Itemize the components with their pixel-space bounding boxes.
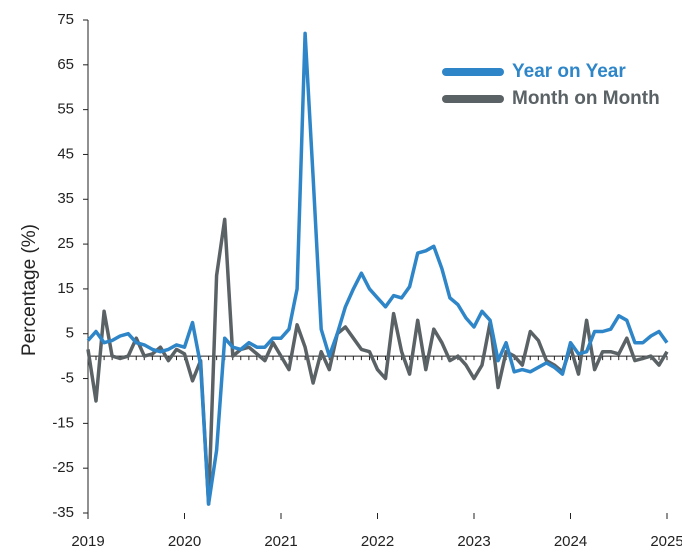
- y-tick-label: 25: [57, 235, 74, 252]
- y-tick-label: 35: [57, 190, 74, 207]
- x-tick-label: 2023: [457, 533, 490, 550]
- y-tick-label: 55: [57, 101, 74, 118]
- y-tick-label: -5: [61, 370, 74, 387]
- y-axis-label: Percentage (%): [19, 224, 40, 356]
- line-series: [86, 31, 669, 506]
- y-tick-label: -25: [52, 459, 74, 476]
- x-tick-label: 2025: [650, 533, 682, 550]
- legend-label: Year on Year: [512, 61, 626, 82]
- x-tick-label: 2019: [71, 533, 104, 550]
- x-tick-label: 2022: [361, 533, 394, 550]
- y-tick-label: 65: [57, 56, 74, 73]
- y-tick-label: 5: [66, 325, 74, 342]
- y-tick-label: 15: [57, 280, 74, 297]
- legend-label: Month on Month: [512, 88, 660, 109]
- x-tick-label: 2024: [554, 533, 587, 550]
- line-series: [86, 217, 669, 506]
- y-tick-label: -15: [52, 414, 74, 431]
- x-tick-label: 2020: [168, 533, 201, 550]
- y-tick-label: 75: [57, 11, 74, 28]
- y-tick-label: -35: [52, 504, 74, 521]
- x-tick-label: 2021: [264, 533, 297, 550]
- y-tick-label: 45: [57, 145, 74, 162]
